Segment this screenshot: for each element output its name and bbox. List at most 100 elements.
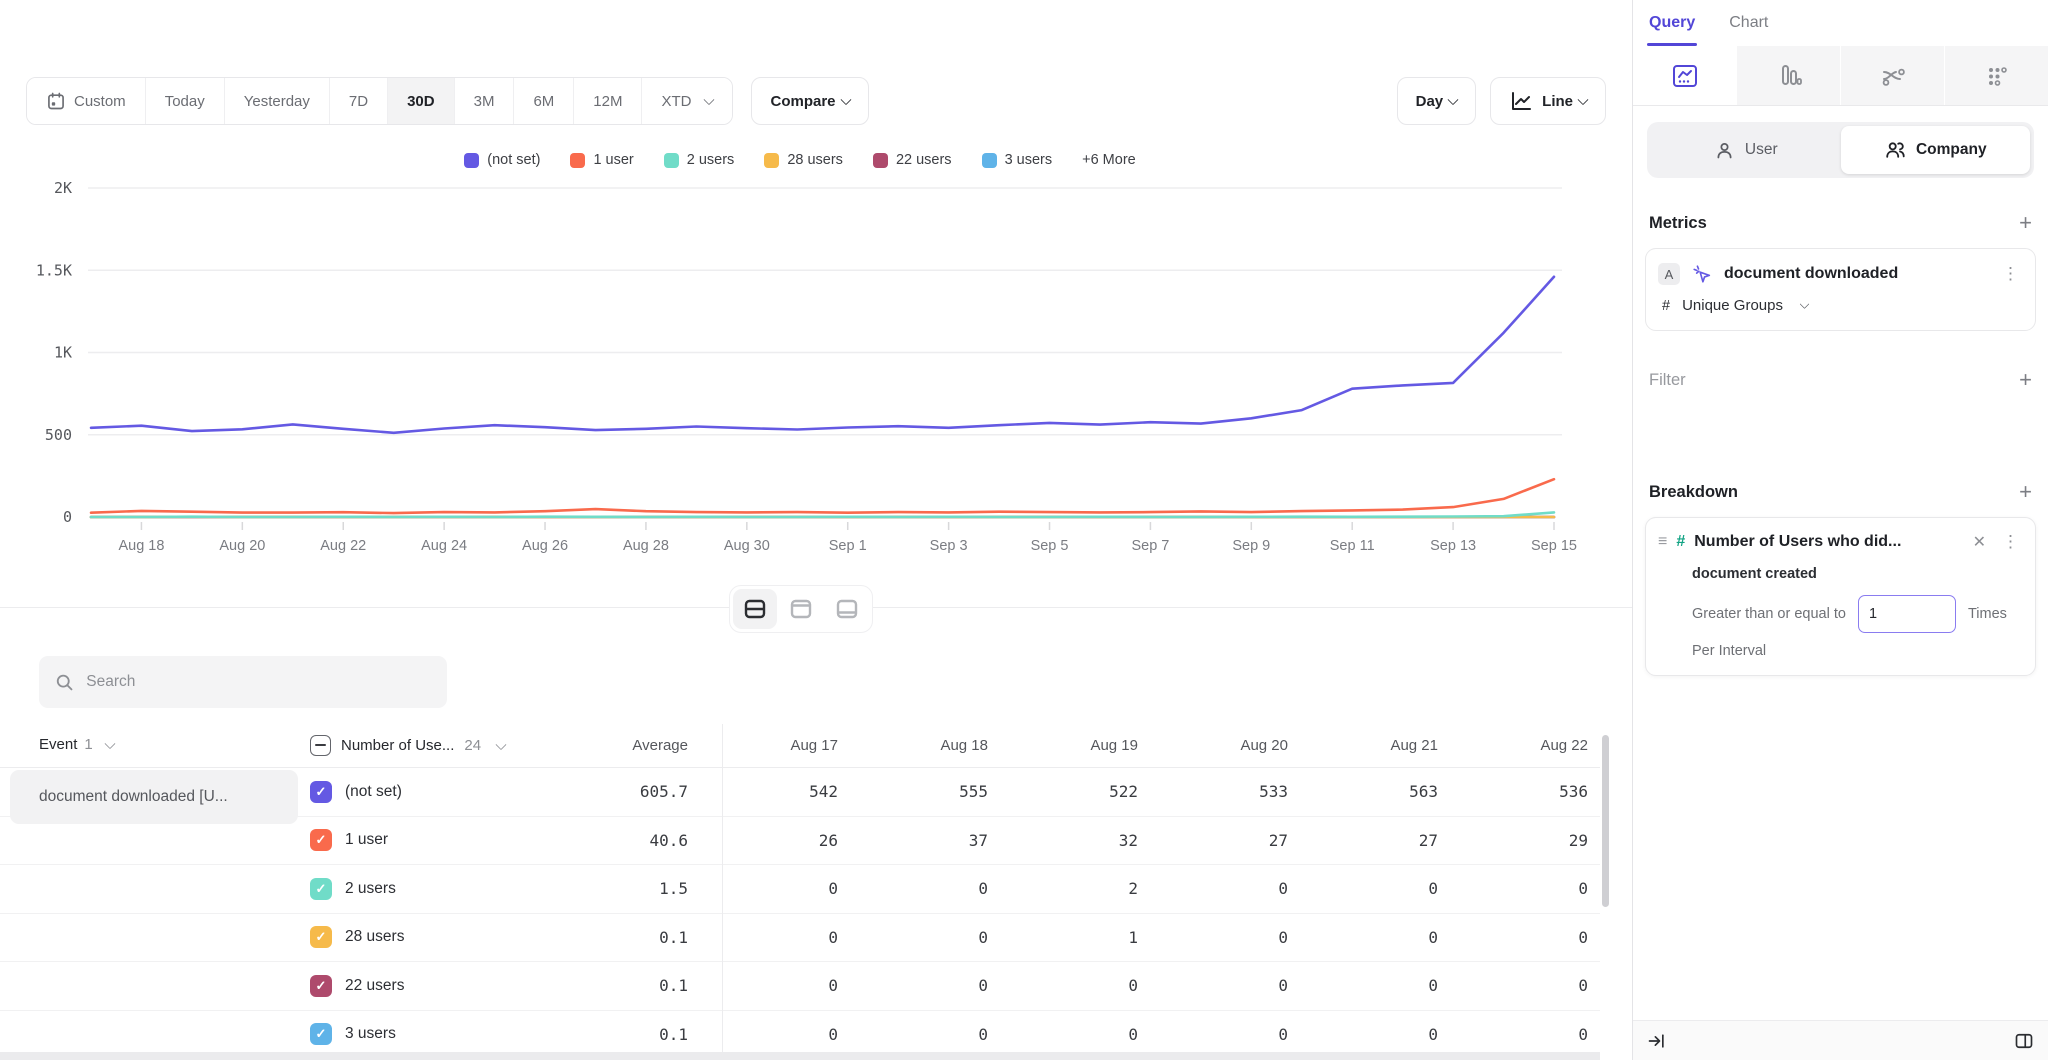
- granularity-button[interactable]: Day: [1397, 77, 1477, 125]
- x-axis-tick-label: Sep 9: [1232, 538, 1270, 554]
- cell-value: 0: [710, 1025, 860, 1044]
- cell-value: 0: [1160, 928, 1310, 947]
- search-input[interactable]: [86, 673, 431, 691]
- cell-value: 0: [1010, 1025, 1160, 1044]
- legend-item[interactable]: 22 users: [873, 152, 952, 168]
- cell-value: 32: [1010, 831, 1160, 850]
- chart-type-tab-flow[interactable]: [1840, 46, 1944, 105]
- date-range-3m[interactable]: 3M: [455, 78, 515, 124]
- series-checkbox[interactable]: ✓: [310, 878, 332, 900]
- series-name: 1 user: [345, 831, 388, 849]
- average-value: 1.5: [560, 879, 710, 898]
- date-range-7d[interactable]: 7D: [330, 78, 388, 124]
- collapse-panel-button[interactable]: [1647, 1031, 1667, 1051]
- metrics-title: Metrics: [1649, 214, 1707, 233]
- tab-query[interactable]: Query: [1649, 14, 1695, 46]
- chart-type-button[interactable]: Line: [1490, 77, 1606, 125]
- cell-value: 27: [1310, 831, 1460, 850]
- series-checkbox[interactable]: ✓: [310, 975, 332, 997]
- series-checkbox[interactable]: ✓: [310, 781, 332, 803]
- drag-handle-icon[interactable]: ≡: [1658, 533, 1667, 551]
- event-list-item[interactable]: document downloaded [U...: [10, 770, 298, 824]
- date-range-30d[interactable]: 30D: [388, 78, 455, 124]
- date-range-today[interactable]: Today: [146, 78, 225, 124]
- cell-value: 0: [860, 879, 1010, 898]
- legend-item[interactable]: 28 users: [764, 152, 843, 168]
- date-range-xtd[interactable]: XTD: [642, 78, 732, 124]
- line-chart-icon: [1671, 62, 1699, 90]
- cell-value: 0: [1010, 976, 1160, 995]
- select-all-checkbox[interactable]: [310, 735, 331, 756]
- metric-menu-icon[interactable]: ⋮: [1998, 264, 2023, 284]
- chart-type-tab-grid[interactable]: [1944, 46, 2048, 105]
- date-range-label: XTD: [661, 93, 691, 110]
- cell-value: 563: [1310, 782, 1460, 801]
- legend-item[interactable]: 2 users: [664, 152, 735, 168]
- cell-value: 0: [1310, 928, 1460, 947]
- legend-item[interactable]: 1 user: [570, 152, 633, 168]
- cell-value: 542: [710, 782, 860, 801]
- add-metric-button[interactable]: +: [2019, 212, 2032, 234]
- view-toggle-table-bottom[interactable]: [825, 589, 869, 629]
- legend-swatch: [464, 153, 479, 168]
- add-breakdown-button[interactable]: +: [2019, 481, 2032, 503]
- table-bottom-layout-icon: [834, 597, 860, 621]
- view-toggle-table-top[interactable]: [779, 589, 823, 629]
- date-range-label: Custom: [74, 93, 126, 110]
- horizontal-scrollbar[interactable]: [0, 1052, 1600, 1060]
- legend-more[interactable]: +6 More: [1082, 152, 1136, 168]
- add-filter-button[interactable]: +: [2019, 369, 2032, 391]
- scope-company-label: Company: [1916, 141, 1987, 159]
- date-range-yesterday[interactable]: Yesterday: [225, 78, 330, 124]
- group-column-header[interactable]: Number of Use... 24: [310, 735, 560, 756]
- search-box[interactable]: [39, 656, 447, 708]
- table-header-row: Number of Use... 24 Average Aug 17Aug 18…: [0, 724, 1600, 768]
- column-divider: [722, 724, 723, 1060]
- metric-measure-selector[interactable]: # Unique Groups: [1662, 297, 2023, 314]
- x-axis-tick-label: Aug 28: [623, 538, 669, 554]
- tab-chart[interactable]: Chart: [1729, 14, 1768, 46]
- series-checkbox[interactable]: ✓: [310, 926, 332, 948]
- series-checkbox[interactable]: ✓: [310, 829, 332, 851]
- chevron-down-icon: [840, 94, 851, 105]
- filter-section-header: Filter +: [1649, 369, 2032, 391]
- filter-title: Filter: [1649, 371, 1686, 390]
- chart-legend: (not set) 1 user 2 users 28 users 22 users 3 …: [0, 152, 1600, 168]
- breakdown-menu-icon[interactable]: ⋮: [1998, 532, 2023, 552]
- legend-item[interactable]: (not set): [464, 152, 540, 168]
- cell-value: 522: [1010, 782, 1160, 801]
- search-icon: [55, 672, 74, 693]
- toggle-sidebar-button[interactable]: [2014, 1031, 2034, 1051]
- cell-value: 0: [1460, 879, 1600, 898]
- metric-card[interactable]: A document downloaded ⋮ # Unique Groups: [1645, 248, 2036, 331]
- date-range-12m[interactable]: 12M: [574, 78, 642, 124]
- date-range-6m[interactable]: 6M: [514, 78, 574, 124]
- date-column-header: Aug 18: [860, 737, 1010, 754]
- cell-value: 0: [1160, 879, 1310, 898]
- condition-value-input[interactable]: [1858, 595, 1956, 633]
- chart-type-tab-bar[interactable]: [1736, 46, 1840, 105]
- table-row: ✓2 users1.5002000: [0, 865, 1600, 914]
- cell-value: 0: [710, 976, 860, 995]
- scope-option-user[interactable]: User: [1651, 126, 1841, 174]
- legend-item[interactable]: 3 users: [982, 152, 1053, 168]
- cell-value: 0: [860, 928, 1010, 947]
- chevron-down-icon: [1447, 94, 1458, 105]
- chart-type-tab-line[interactable]: [1633, 46, 1736, 105]
- scope-option-company[interactable]: Company: [1841, 126, 2031, 174]
- date-range-custom[interactable]: Custom: [27, 78, 146, 124]
- vertical-scrollbar[interactable]: [1602, 735, 1609, 907]
- y-axis-tick-label: 2K: [54, 179, 72, 197]
- compare-button[interactable]: Compare: [751, 77, 868, 125]
- date-column-header: Aug 17: [710, 737, 860, 754]
- close-icon[interactable]: ✕: [1970, 532, 1989, 552]
- cell-value: 0: [860, 976, 1010, 995]
- view-toggle-split-equal[interactable]: [733, 589, 777, 629]
- cell-value: 533: [1160, 782, 1310, 801]
- series-checkbox[interactable]: ✓: [310, 1023, 332, 1045]
- query-panel: Query Chart: [1632, 0, 2048, 1060]
- cell-value: 555: [860, 782, 1010, 801]
- cell-value: 0: [710, 928, 860, 947]
- breakdown-card[interactable]: ≡ # Number of Users who did... ✕ ⋮ docum…: [1645, 517, 2036, 676]
- cell-value: 0: [860, 1025, 1010, 1044]
